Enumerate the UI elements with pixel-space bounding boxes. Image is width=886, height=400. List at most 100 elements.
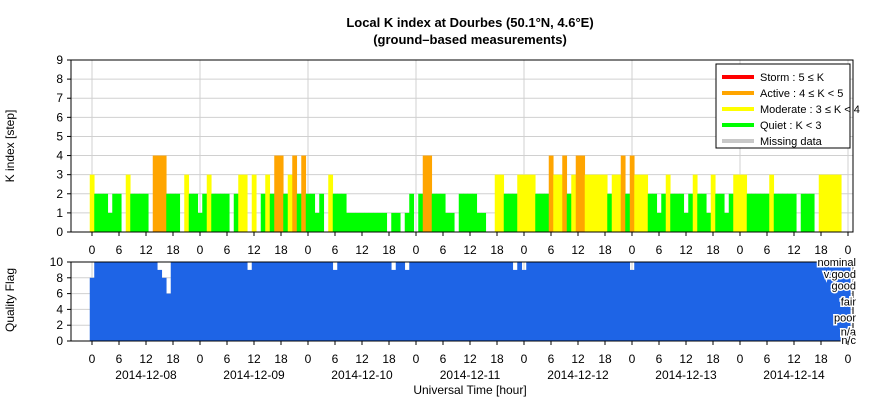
quality-flag-bar [346,262,352,341]
quality-flag-bar [778,262,784,341]
date-label: 2014-12-12 [547,368,609,382]
k-index-bar [553,174,559,232]
k-index-bar [211,193,217,232]
quality-flag-bar [499,262,505,341]
top-x-tick-label: 0 [197,243,204,257]
quality-flag-bar [332,269,338,341]
quality-flag-bar [125,262,131,341]
k-index-bar [782,193,788,232]
k-index-bar [103,193,109,232]
quality-flag-bar [296,262,302,341]
bottom-y-tick-label: 10 [50,255,64,269]
quality-flag-bar [188,262,194,341]
quality-flag-bar [364,262,370,341]
top-y-ticks: 0 1 2 3 4 5 6 7 8 9 [56,53,71,239]
quality-flag-bar [121,262,127,341]
bottom-x-tick-label: 6 [548,352,555,366]
k-index-bar [445,212,451,232]
quality-flag-bar [355,262,361,341]
quality-flag-bar [427,262,433,341]
quality-flag-bar [94,262,100,341]
quality-flag-bar [652,262,658,341]
top-x-tick-label: 12 [787,243,801,257]
quality-flag-bar [643,262,649,341]
k-index-bar [107,212,113,232]
k-index-bar [823,174,829,232]
quality-flag-bar [616,262,622,341]
legend-entry: Missing data [760,136,823,148]
top-x-tick-label: 12 [139,243,153,257]
quality-flag-bar [787,262,793,341]
quality-flag-bar [458,262,464,341]
bottom-y-ticks: 0 2 46 8 10 [50,255,71,348]
quality-flag-bar [485,262,491,341]
top-x-tick-label: 18 [598,243,612,257]
k-index-bar [661,193,667,232]
bottom-x-tick-label: 18 [166,352,180,366]
quality-flag-bar [656,262,662,341]
top-x-tick-label: 6 [332,243,339,257]
bottom-y-axis-label: Quality Flag [3,268,17,332]
k-index-bar [188,193,194,232]
top-x-tick-label: 18 [814,243,828,257]
quality-flag-bar [103,262,109,341]
quality-flag-bar [760,262,766,341]
top-x-tick-label: 0 [305,243,312,257]
quality-flag-bar [202,262,208,341]
quality-flag-bar [607,262,613,341]
k-index-bar [638,174,644,232]
top-y-tick-label: 5 [56,129,63,143]
quality-flag-bar [814,262,820,341]
quality-flag-bar [224,262,230,341]
quality-flag-bar [112,262,118,341]
quality-flag-bar [305,262,311,341]
date-label: 2014-12-13 [655,368,717,382]
k-index-bar [751,193,757,232]
top-x-tick-label: 0 [521,243,528,257]
date-label: 2014-12-10 [331,368,393,382]
k-index-bar [557,174,563,232]
quality-flag-bar [791,262,797,341]
bottom-x-tick-label: 0 [521,352,528,366]
k-index-bar [175,193,181,232]
quality-flag-bar [706,262,712,341]
k-index-bar [760,193,766,232]
bottom-x-tick-label: 12 [139,352,153,366]
k-index-bar [620,155,626,232]
k-index-bar [409,193,415,232]
quality-flag-bar [292,262,298,341]
bottom-x-tick-label: 0 [305,352,312,366]
date-label: 2014-12-11 [440,368,501,382]
k-index-bar [521,174,527,232]
bottom-y-tick-label: 4 [56,302,63,316]
top-x-tick-label: 6 [548,243,555,257]
top-y-tick-label: 1 [56,206,63,220]
quality-flag-bar [566,262,572,341]
date-label: 2014-12-14 [763,368,825,382]
quality-flag-bar [490,262,496,341]
bottom-x-tick-label: 0 [197,352,204,366]
quality-flag-bar [260,262,266,341]
k-index-bar [265,174,271,232]
top-y-axis-label: K index [step] [3,110,17,183]
quality-flag-bar [737,262,743,341]
k-index-bar [764,193,770,232]
bottom-x-tick-label: 6 [764,352,771,366]
bottom-x-tick-label: 6 [116,352,123,366]
legend-entry: Quiet : K < 3 [760,120,821,132]
k-index-bar [467,193,473,232]
k-index-bar [238,174,244,232]
k-index-bar [292,155,298,232]
quality-flag-bar [359,262,365,341]
k-index-bar [634,174,640,232]
date-label: 2014-12-08 [115,368,177,382]
quality-flag-bar [238,262,244,341]
quality-flag-bar [368,262,374,341]
quality-flag-bar [328,262,334,341]
quality-flag-bar [832,262,838,341]
k-index-bar [350,212,356,232]
k-index-bar [647,193,653,232]
quality-flag-bar [265,262,271,341]
quality-flag-bar [431,262,437,341]
